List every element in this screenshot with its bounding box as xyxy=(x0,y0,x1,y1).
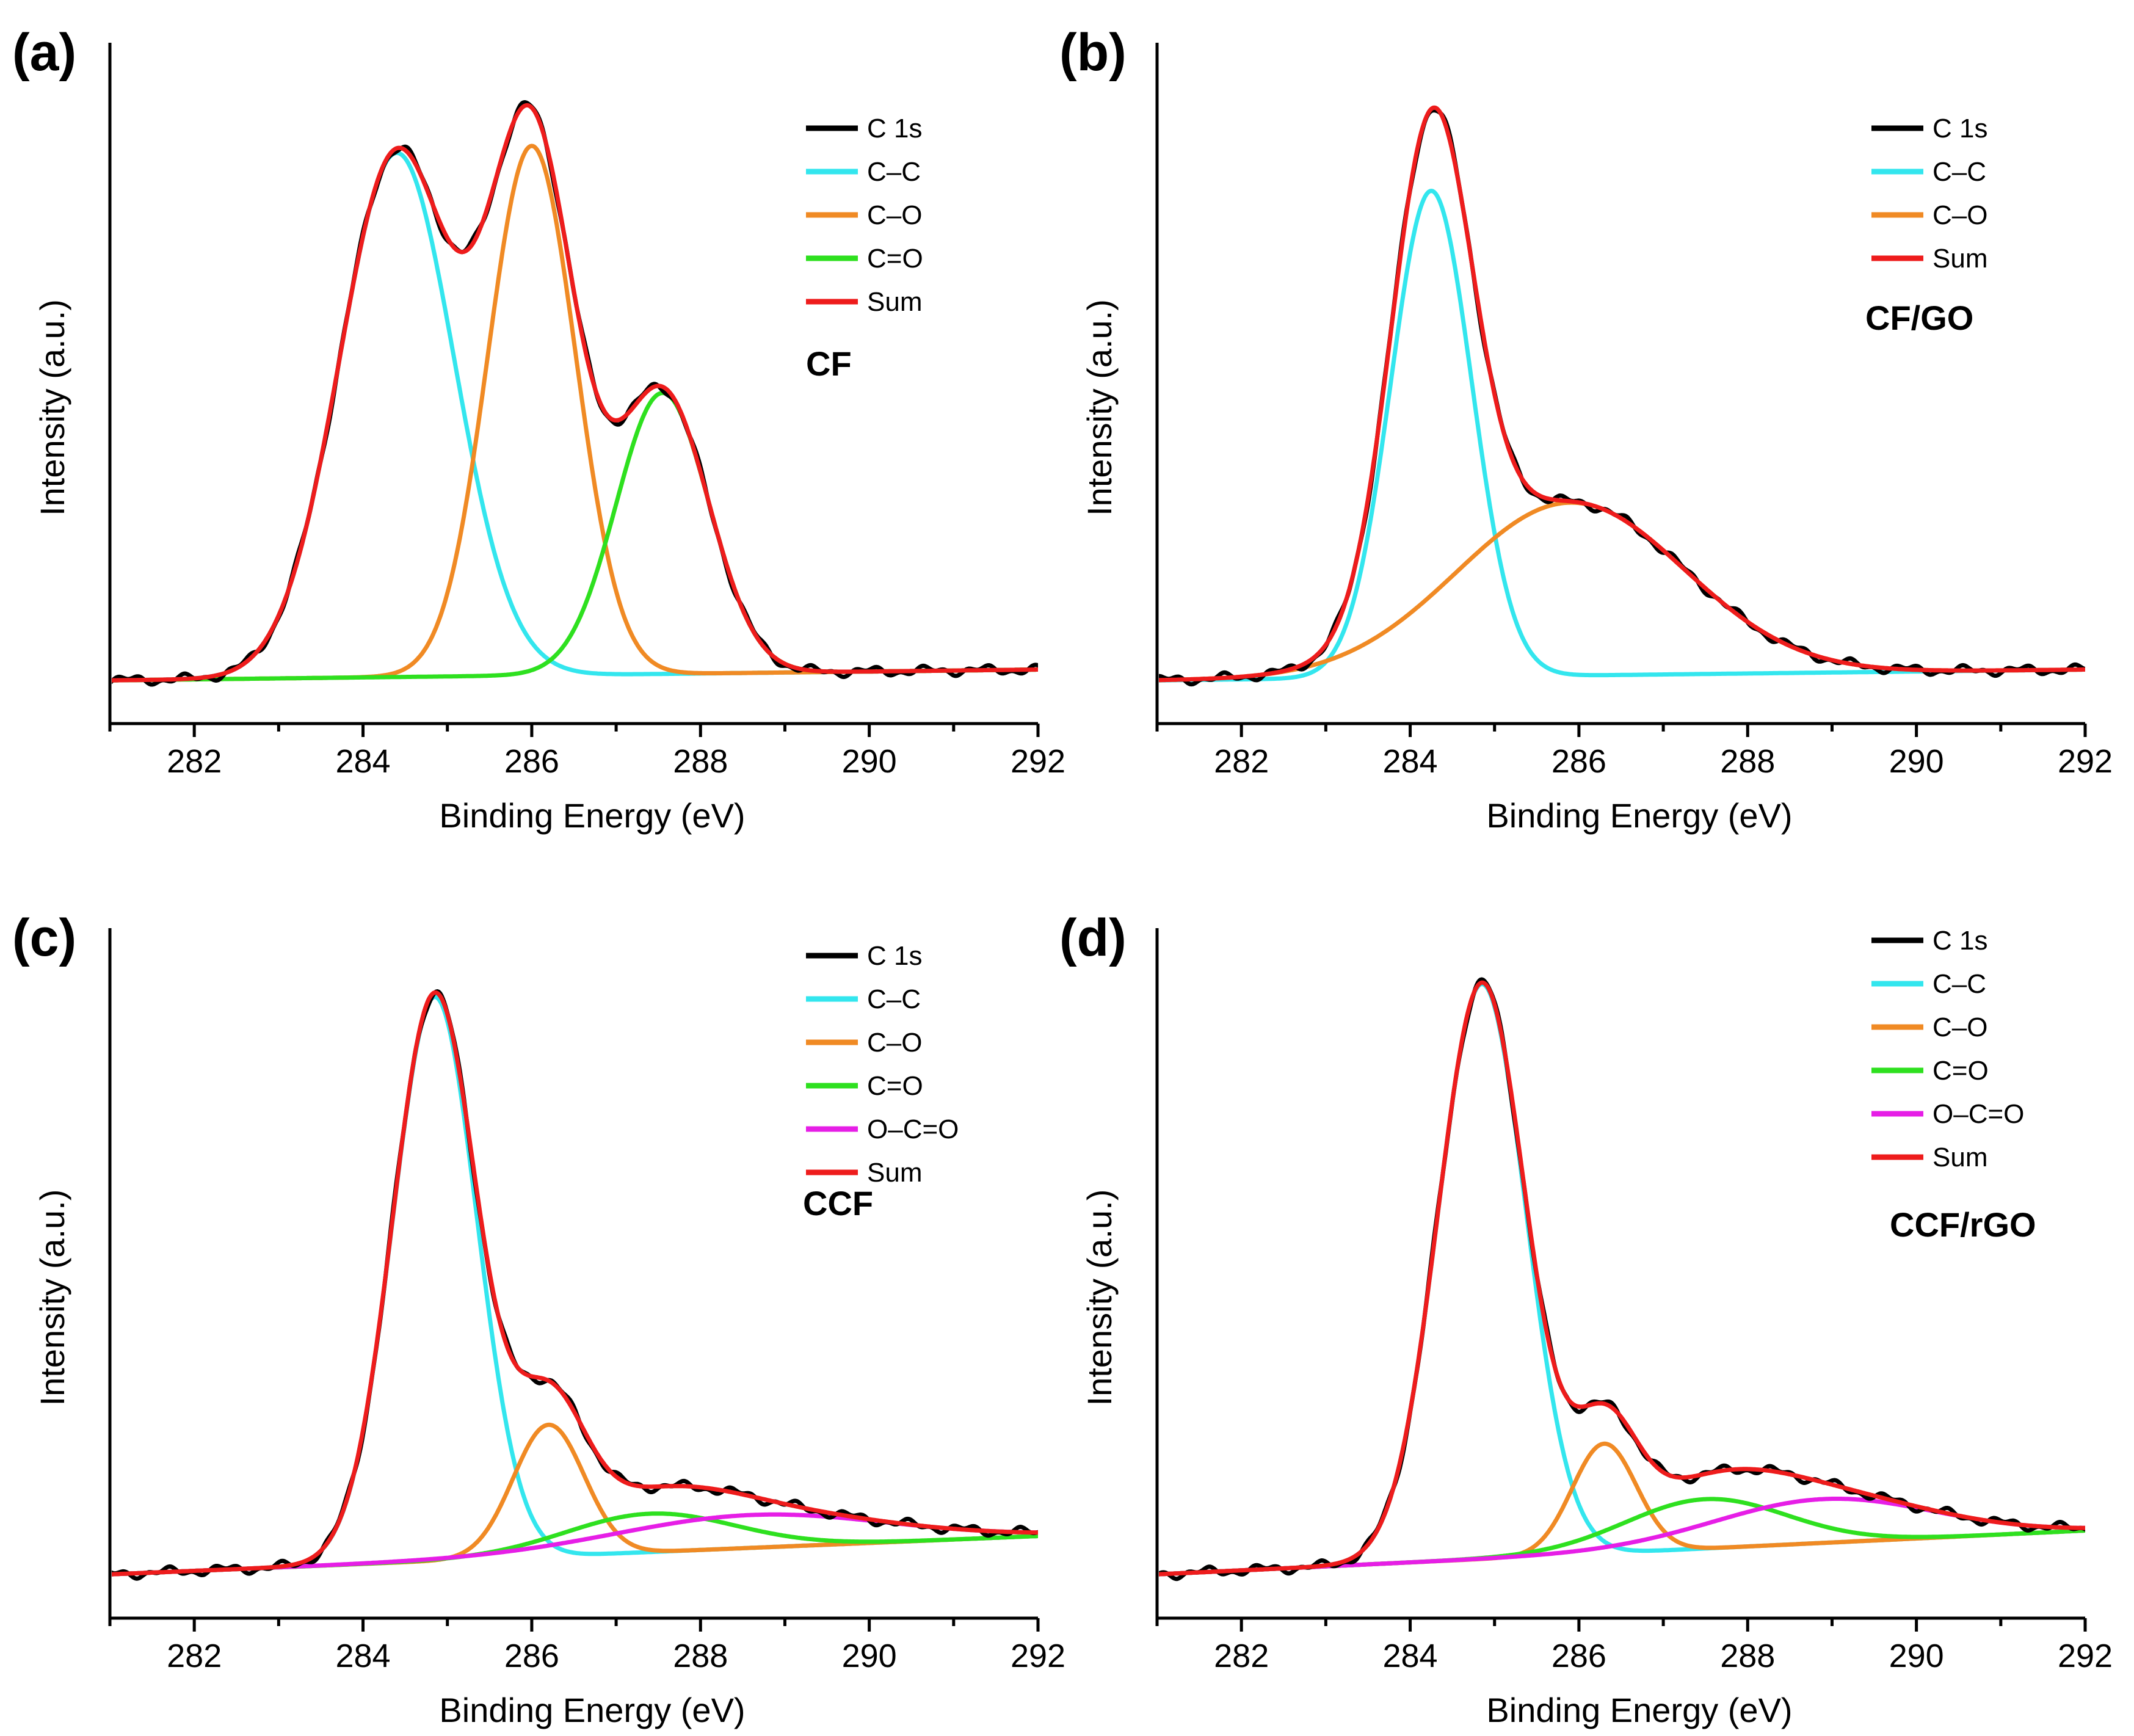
series-sum-curve xyxy=(112,103,1038,683)
series-c1s-curve xyxy=(1159,108,2085,687)
legend-label: Sum xyxy=(1933,1142,1987,1172)
chart-panel-a: 282 284 286 288 290 292 Binding Energy (eV) Int… xyxy=(12,23,1065,835)
x-tick-label: 292 xyxy=(1011,743,1065,780)
x-tick-label: 292 xyxy=(1011,1638,1065,1674)
x-tick-label: 286 xyxy=(1552,1638,1606,1674)
series-sum-curve xyxy=(112,990,1038,1577)
series-sum-curve xyxy=(1159,105,2085,683)
legend-label: C 1s xyxy=(1933,926,1987,956)
legend-label: C–O xyxy=(1933,200,1987,230)
y-axis-label: Intensity (a.u.) xyxy=(33,299,71,516)
x-tick-label: 282 xyxy=(1214,1638,1269,1674)
x-tick-label: 288 xyxy=(673,743,728,780)
panel-label: (c) xyxy=(12,909,76,967)
legend-label: C=O xyxy=(1933,1056,1989,1086)
y-axis-label: Intensity (a.u.) xyxy=(1080,299,1119,516)
chart-panel-d: 282 284 286 288 290 292 Binding Energy (eV) Int… xyxy=(1059,909,2113,1729)
series-c-c-curve xyxy=(112,150,1038,683)
x-axis-label: Binding Energy (eV) xyxy=(439,1691,745,1729)
series-sum-curve xyxy=(1159,980,2085,1577)
x-tick-label: 284 xyxy=(1382,743,1437,780)
legend-label: Sum xyxy=(867,287,922,317)
legend: C 1s C–C C–O C=O Sum xyxy=(806,114,923,317)
series-c-o-curve xyxy=(112,391,1038,683)
series-c1s-curve xyxy=(112,100,1038,687)
x-tick-label: 290 xyxy=(842,743,897,780)
legend: C 1s C–C C–O C=O O–C=O Sum xyxy=(806,941,959,1188)
legend-label: C 1s xyxy=(1933,114,1987,143)
legend-label: O–C=O xyxy=(867,1114,959,1144)
legend-label: C–C xyxy=(1933,157,1986,187)
legend-label: Sum xyxy=(867,1158,922,1188)
x-tick-label: 288 xyxy=(1720,1638,1775,1674)
legend-label: C–C xyxy=(867,984,921,1014)
legend-label: C–O xyxy=(867,1028,922,1058)
x-axis-label: Binding Energy (eV) xyxy=(439,796,745,835)
legend: C 1s C–C C–O Sum xyxy=(1871,114,1987,274)
plot-area xyxy=(1159,105,2085,687)
x-tick-label: 284 xyxy=(335,1638,390,1674)
legend-label: C=O xyxy=(867,1071,923,1101)
y-axis-label: Intensity (a.u.) xyxy=(33,1189,71,1406)
legend-label: C–O xyxy=(867,200,922,230)
x-axis-label: Binding Energy (eV) xyxy=(1486,796,1792,835)
x-tick-label: 284 xyxy=(335,743,390,780)
x-tick-label: 292 xyxy=(2058,1638,2113,1674)
legend-label: O–C=O xyxy=(1933,1099,2024,1129)
y-axis-label: Intensity (a.u.) xyxy=(1080,1189,1119,1406)
chart-panel-c: 282 284 286 288 290 292 Binding Energy (eV) Int… xyxy=(12,909,1065,1729)
x-tick-label: 282 xyxy=(1214,743,1269,780)
legend-label: Sum xyxy=(1933,244,1987,274)
sample-label: CCF xyxy=(803,1184,873,1222)
x-axis-label: Binding Energy (eV) xyxy=(1486,1691,1792,1729)
x-tick-label: 282 xyxy=(167,1638,222,1674)
sample-label: CF/GO xyxy=(1865,299,1973,337)
legend: C 1s C–C C–O C=O O–C=O Sum xyxy=(1871,926,2024,1172)
sample-label: CCF/rGO xyxy=(1890,1205,2036,1244)
x-tick-label: 290 xyxy=(1889,743,1944,780)
x-tick-label: 290 xyxy=(842,1638,897,1674)
x-tick-label: 282 xyxy=(167,743,222,780)
plot-area xyxy=(1159,977,2085,1582)
x-tick-label: 286 xyxy=(504,1638,559,1674)
series-c-o-curve xyxy=(1159,500,2085,683)
x-tick-label: 288 xyxy=(673,1638,728,1674)
x-tick-label: 286 xyxy=(504,743,559,780)
legend-label: C–C xyxy=(867,157,921,187)
sample-label: CF xyxy=(806,344,852,383)
x-tick-label: 292 xyxy=(2058,743,2113,780)
plot-area xyxy=(112,100,1038,687)
legend-label: C 1s xyxy=(867,114,922,143)
series-c-o-curve xyxy=(1159,1497,2085,1577)
legend-label: C 1s xyxy=(867,941,922,971)
panel-label: (a) xyxy=(12,23,76,82)
legend-label: C–O xyxy=(1933,1012,1987,1042)
x-tick-label: 288 xyxy=(1720,743,1775,780)
plot-area xyxy=(112,989,1038,1581)
panel-label: (b) xyxy=(1059,23,1127,82)
chart-panel-b: 282 284 286 288 290 292 Binding Energy (eV) Int… xyxy=(1059,23,2113,835)
x-tick-label: 284 xyxy=(1382,1638,1437,1674)
legend-label: C–C xyxy=(1933,969,1986,999)
legend-label: C=O xyxy=(867,244,923,274)
x-tick-label: 290 xyxy=(1889,1638,1944,1674)
x-tick-label: 286 xyxy=(1552,743,1606,780)
panel-label: (d) xyxy=(1059,909,1127,967)
